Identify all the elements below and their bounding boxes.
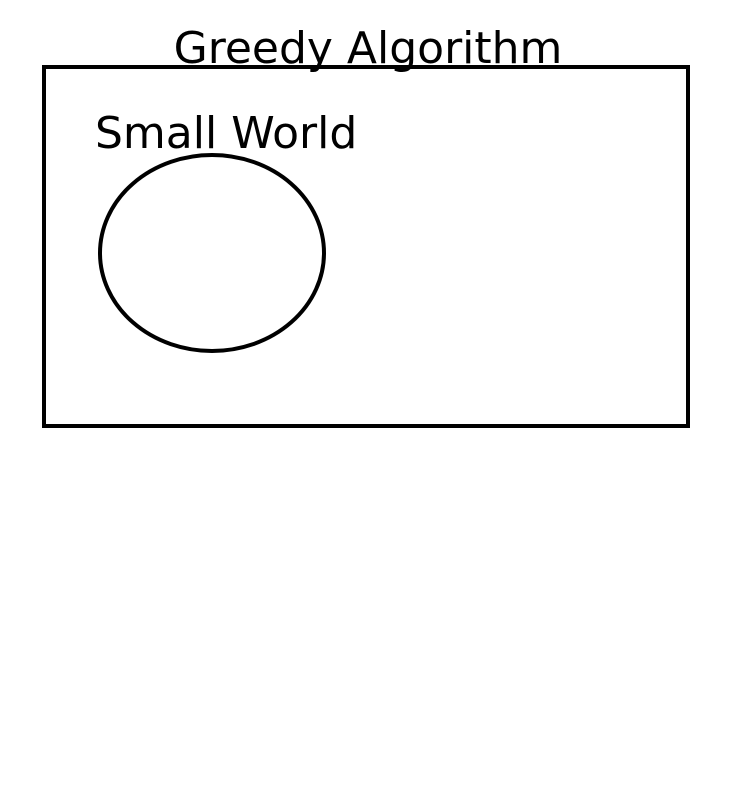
small-world-label: Small World (95, 108, 357, 159)
small-world-set-circle (98, 153, 326, 353)
greedy-algorithm-set-box (42, 65, 690, 428)
greedy-algorithm-label: Greedy Algorithm (174, 23, 563, 74)
